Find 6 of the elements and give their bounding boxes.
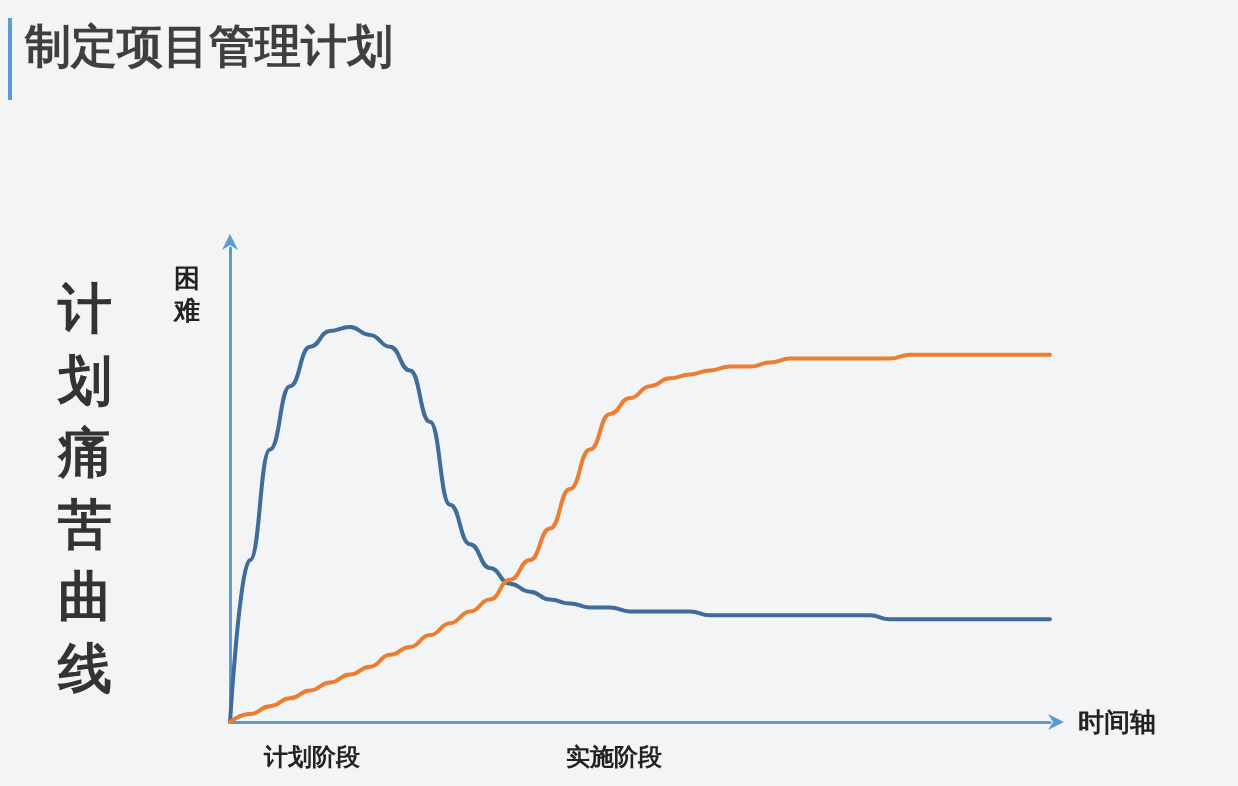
- y-axis-title: 困难: [172, 263, 200, 325]
- chart-title: 制定项目管理计划: [24, 19, 393, 73]
- text: 实施阶段: [565, 743, 663, 771]
- text: 计划阶段: [263, 743, 362, 771]
- text: 计划痛苦曲线: [56, 276, 112, 700]
- x-axis-title: 时间轴: [1078, 707, 1156, 737]
